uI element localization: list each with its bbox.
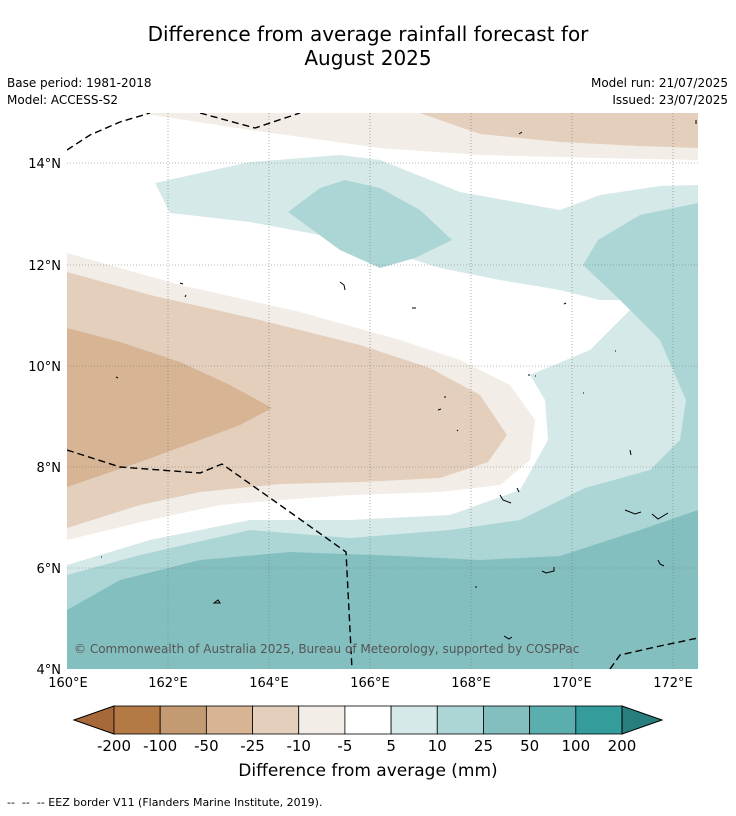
colorbar-extend-low xyxy=(72,705,115,735)
colorbar-tick-label: 200 xyxy=(608,737,637,755)
eez-border xyxy=(67,113,698,669)
colorbar-box xyxy=(575,705,623,735)
colorbar-tick-label: 5 xyxy=(386,737,396,755)
colorbar-box xyxy=(483,705,531,735)
issued-date: Issued: 23/07/2025 xyxy=(612,93,728,107)
colorbar-tick-label: 50 xyxy=(520,737,539,755)
lat-label: 10°N xyxy=(28,360,61,375)
longitude-labels: 160°E 162°E 164°E 166°E 168°E 170°E 172°… xyxy=(48,676,693,691)
colorbar-box xyxy=(252,705,300,735)
meta-right: Model run: 21/07/2025 Issued: 23/07/2025 xyxy=(591,75,728,109)
contour-dry-mid xyxy=(67,272,507,528)
colorbar-box xyxy=(298,705,346,735)
colorbar-box xyxy=(113,705,161,735)
lon-label: 170°E xyxy=(552,676,592,691)
latitude-labels: 14°N 12°N 10°N 8°N 6°N 4°N xyxy=(28,157,61,678)
colorbar-tick-label: -25 xyxy=(240,737,265,755)
colorbar-box xyxy=(529,705,577,735)
rainfall-contours: © Commonwealth of Australia 2025, Bureau… xyxy=(67,113,698,669)
colorbar-extend-high xyxy=(621,705,664,735)
model-name: Model: ACCESS-S2 xyxy=(7,93,119,107)
colorbar-box xyxy=(205,705,253,735)
colorbar-box xyxy=(344,705,392,735)
copyright-notice: © Commonwealth of Australia 2025, Bureau… xyxy=(74,642,579,656)
lat-label: 6°N xyxy=(37,562,62,577)
contour-wet-lower xyxy=(67,510,698,669)
base-period: Base period: 1981-2018 xyxy=(7,76,152,90)
eez-legend: -- -- -- EEZ border V11 (Flanders Marine… xyxy=(7,796,323,809)
colorbar-boxes xyxy=(113,705,623,735)
lon-label: 162°E xyxy=(148,676,188,691)
lat-label: 4°N xyxy=(37,663,62,678)
map-title: Difference from average rainfall forecas… xyxy=(0,22,736,70)
colorbar-box xyxy=(159,705,207,735)
colorbar-box xyxy=(390,705,438,735)
contour-wet-right xyxy=(67,203,698,669)
lon-label: 172°E xyxy=(653,676,693,691)
colorbar-tick-label: -10 xyxy=(286,737,311,755)
colorbar-tick-label: -200 xyxy=(97,737,131,755)
colorbar: -200 -100 -50 -25 -10 -5 5 10 25 50 100 200 xyxy=(72,705,664,755)
colorbar-tick-label: 10 xyxy=(428,737,447,755)
lat-label: 14°N xyxy=(28,157,61,172)
lat-label: 12°N xyxy=(28,259,61,274)
title-line-1: Difference from average rainfall forecas… xyxy=(147,22,589,46)
contour-dry-top xyxy=(420,113,698,148)
lat-label: 8°N xyxy=(37,461,62,476)
contour-dry-core xyxy=(67,328,272,487)
lon-label: 160°E xyxy=(48,676,88,691)
colorbar-title: Difference from average (mm) xyxy=(238,761,498,781)
colorbar-tick-label: -100 xyxy=(143,737,177,755)
title-line-2: August 2025 xyxy=(304,46,432,70)
islands xyxy=(101,120,697,640)
meta-left: Base period: 1981-2018 Model: ACCESS-S2 xyxy=(7,75,152,109)
lon-label: 168°E xyxy=(451,676,491,691)
model-run: Model run: 21/07/2025 xyxy=(590,76,728,90)
colorbar-tick-label: -50 xyxy=(194,737,219,755)
colorbar-box xyxy=(436,705,484,735)
colorbar-tick-label: -5 xyxy=(337,737,352,755)
colorbar-tick-label: 100 xyxy=(561,737,590,755)
graticule xyxy=(67,113,698,669)
lon-label: 164°E xyxy=(249,676,289,691)
colorbar-tick-label: 25 xyxy=(474,737,493,755)
lon-label: 166°E xyxy=(350,676,390,691)
colorbar-ticks: -200 -100 -50 -25 -10 -5 5 10 25 50 100 200 xyxy=(97,737,636,755)
